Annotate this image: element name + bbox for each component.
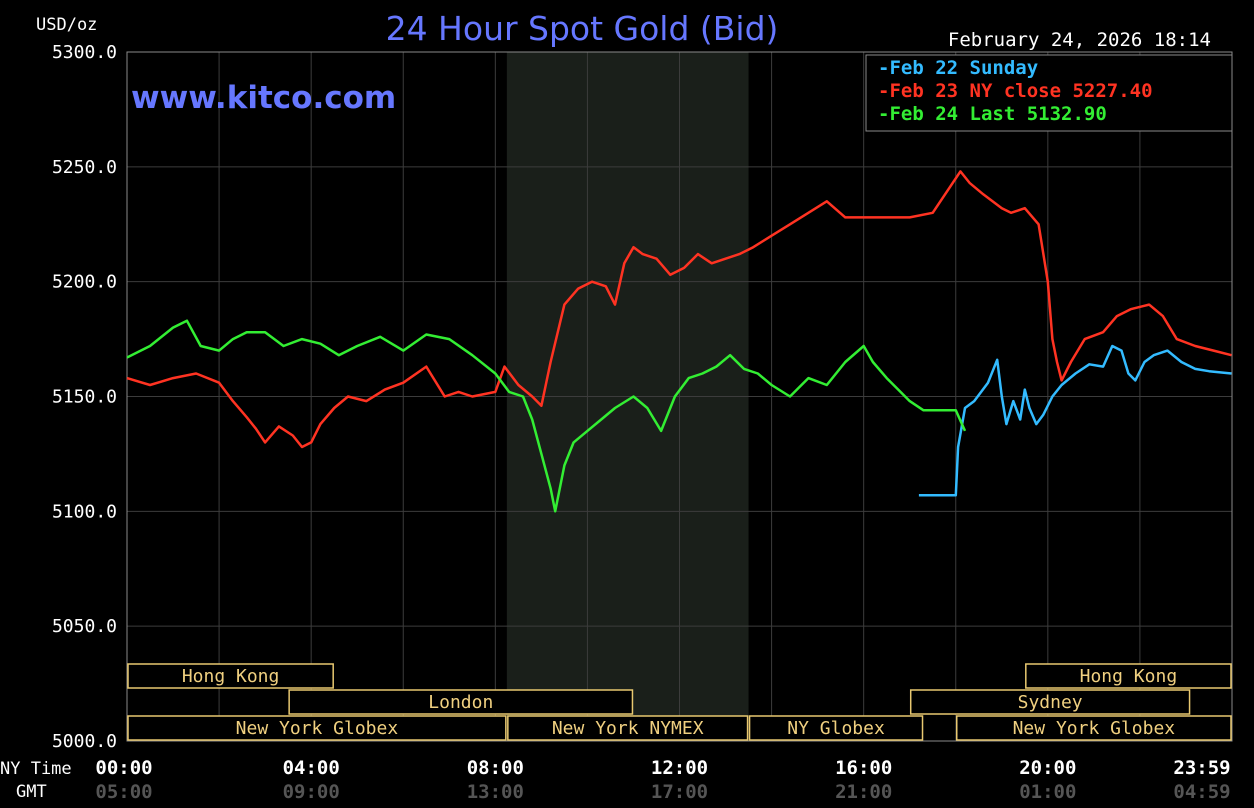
session-label: Sydney: [1018, 692, 1083, 713]
timestamp: February 24, 2026 18:14: [948, 29, 1211, 51]
ny-time-row-label: NY Time: [0, 759, 72, 779]
x-tick-label-ny: 12:00: [651, 757, 708, 779]
session-label: Hong Kong: [182, 666, 280, 687]
session-label: Hong Kong: [1080, 666, 1178, 687]
session-label: New York NYMEX: [552, 718, 704, 739]
session-box: [288, 689, 634, 715]
x-tick-label-ny: 08:00: [467, 757, 524, 779]
session-box: [1025, 663, 1232, 689]
x-tick-label-ny: 20:00: [1019, 757, 1076, 779]
x-tick-label-ny: 00:00: [95, 757, 152, 779]
chart-title: 24 Hour Spot Gold (Bid): [386, 9, 779, 48]
x-tick-label-gmt: 05:00: [95, 781, 152, 803]
x-tick-label-gmt: 04:59: [1173, 781, 1230, 803]
watermark-url: www.kitco.com: [131, 80, 396, 116]
y-tick-labels: 5300.0 5250.0 5200.0 5150.0 5100.0 5050.0 5000…: [52, 42, 117, 752]
y-tick-label: 5300.0: [52, 42, 117, 63]
x-tick-label-ny: 04:00: [283, 757, 340, 779]
legend-entry-feb22: -Feb 22 Sunday: [878, 57, 1038, 79]
legend-label-feb22: Feb 22 Sunday: [889, 57, 1038, 79]
x-tick-label-gmt: 01:00: [1019, 781, 1076, 803]
y-tick-label: 5100.0: [52, 501, 117, 522]
x-tick-label-gmt: 17:00: [651, 781, 708, 803]
session-box: [748, 715, 924, 741]
session-box: [956, 715, 1232, 741]
x-tick-label-gmt: 13:00: [467, 781, 524, 803]
legend: -Feb 22 Sunday -Feb 23 NY close 5227.40 …: [865, 54, 1233, 132]
session-box: [127, 663, 334, 689]
y-axis-unit-label: USD/oz: [36, 15, 97, 35]
x-tick-label-ny: 23:59: [1173, 757, 1230, 779]
series-line-1: [126, 170, 1232, 449]
session-label: NY Globex: [787, 718, 885, 739]
legend-entry-feb24: -Feb 24 Last 5132.90: [878, 103, 1107, 125]
y-tick-label: 5000.0: [52, 731, 117, 752]
series-line-0: [918, 344, 1232, 497]
legend-label-feb24: Feb 24 Last 5132.90: [889, 103, 1106, 125]
gmt-row-label: GMT: [16, 782, 47, 802]
legend-entry-feb23: -Feb 23 NY close 5227.40: [878, 80, 1153, 102]
session-box: [507, 715, 749, 741]
session-box: [127, 715, 507, 741]
x-tick-label-gmt: 21:00: [835, 781, 892, 803]
x-tick-label-ny: 16:00: [835, 757, 892, 779]
x-tick-labels: 00:00 04:00 08:00 12:00 16:00 20:00 23:59 05:00…: [95, 757, 1230, 803]
y-tick-label: 5150.0: [52, 387, 117, 408]
session-label: New York Globex: [236, 718, 399, 739]
y-tick-label: 5050.0: [52, 616, 117, 637]
session-label: New York Globex: [1013, 718, 1176, 739]
grid-lines: [127, 52, 1232, 741]
legend-box: [865, 54, 1233, 132]
y-tick-label: 5200.0: [52, 272, 117, 293]
legend-label-feb23: Feb 23 NY close 5227.40: [889, 80, 1152, 102]
session-label: London: [428, 692, 493, 713]
series-line-2: [126, 319, 967, 513]
session-box: [909, 689, 1191, 715]
plot-frame: [126, 51, 1233, 742]
series-lines: [126, 170, 1232, 513]
market-sessions: Hong Kong London New York Globex New York N…: [127, 663, 1232, 741]
y-tick-label: 5250.0: [52, 157, 117, 178]
x-tick-label-gmt: 09:00: [283, 781, 340, 803]
